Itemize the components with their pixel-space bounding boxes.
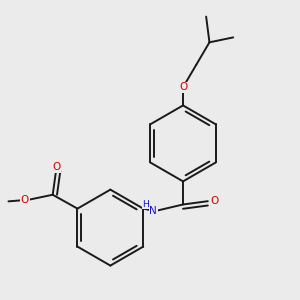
Text: H: H — [142, 200, 149, 209]
Text: O: O — [21, 195, 29, 205]
Text: O: O — [52, 162, 60, 172]
Text: O: O — [179, 82, 187, 92]
Text: O: O — [210, 196, 218, 206]
Text: N: N — [149, 206, 157, 216]
